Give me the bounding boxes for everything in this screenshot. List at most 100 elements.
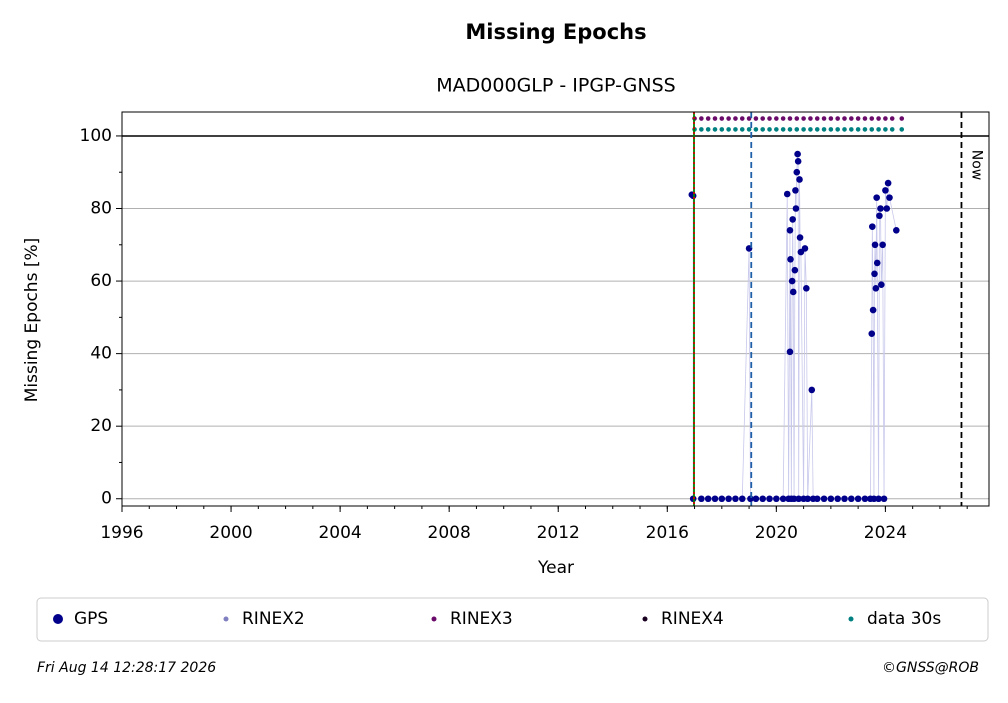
data-point (889, 127, 895, 132)
y-tick-label: 60 (90, 271, 112, 291)
data-point (787, 255, 794, 263)
data-point (726, 116, 731, 121)
data-point (880, 495, 888, 503)
data-point (899, 127, 905, 132)
data-point (767, 127, 772, 132)
data-point (873, 259, 881, 267)
data-point (835, 127, 840, 132)
data-point (733, 127, 738, 132)
data-point (801, 127, 806, 132)
data-point (876, 116, 881, 121)
data-point (794, 158, 802, 165)
data-point (793, 168, 801, 176)
data-point (752, 495, 760, 503)
data-point (726, 127, 731, 132)
chart-subtitle: MAD000GLP - IPGP-GNSS (436, 75, 675, 97)
data-point (871, 270, 878, 278)
x-tick-label: 2020 (755, 523, 798, 543)
series-line (691, 154, 897, 500)
data-point (849, 127, 854, 132)
data-point (877, 205, 884, 212)
data-point (759, 495, 767, 503)
data-point (733, 116, 738, 121)
data-point (746, 116, 752, 121)
data-point (855, 127, 861, 132)
data-point (739, 116, 745, 121)
data-point (841, 495, 848, 503)
marker-label: Now (968, 150, 984, 181)
data-point (883, 127, 888, 132)
y-tick-label: 40 (90, 344, 112, 364)
data-point (699, 116, 704, 121)
y-tick-label: 80 (90, 199, 112, 219)
data-point (792, 205, 800, 212)
legend-marker (223, 616, 229, 622)
data-point (813, 495, 821, 503)
data-point (808, 386, 816, 394)
data-point (779, 495, 787, 503)
data-point (791, 266, 799, 274)
data-point (869, 223, 876, 230)
data-point (883, 116, 888, 121)
data-point (789, 216, 796, 223)
data-point (855, 116, 861, 121)
x-tick-label: 2024 (864, 523, 907, 543)
y-axis-label: Missing Epochs [%] (22, 238, 42, 403)
data-point (699, 127, 704, 132)
data-point (842, 116, 847, 121)
data-point (753, 127, 759, 132)
data-point (878, 281, 885, 288)
data-point (753, 116, 759, 121)
data-point (788, 277, 796, 285)
data-point (803, 285, 810, 292)
data-point (828, 116, 834, 121)
plot-frame (121, 111, 990, 507)
data-point (787, 127, 793, 132)
x-tick-label: 2008 (428, 523, 471, 543)
data-point (705, 127, 711, 132)
data-point (732, 495, 739, 503)
data-point (884, 179, 892, 187)
data-point (868, 330, 876, 337)
data-point (876, 212, 883, 220)
legend-marker (848, 616, 854, 622)
data-point (882, 187, 889, 194)
data-point (886, 194, 893, 201)
data-point (719, 127, 725, 132)
legend-label: data 30s (867, 609, 941, 629)
data-point (821, 127, 827, 132)
x-tick-label: 2000 (209, 523, 252, 543)
data-point (780, 127, 786, 132)
x-tick-label: 2016 (646, 523, 689, 543)
data-point (711, 495, 719, 503)
data-point (792, 187, 799, 194)
data-point (871, 241, 879, 249)
data-point (766, 495, 773, 503)
data-point (705, 116, 711, 121)
x-axis-label: Year (537, 558, 574, 578)
data-point (873, 194, 880, 201)
data-point (899, 116, 905, 121)
data-point (849, 116, 854, 121)
data-point (796, 234, 804, 241)
data-point (814, 127, 820, 132)
data-point (704, 495, 712, 503)
data-point (725, 495, 732, 503)
data-point (786, 348, 794, 356)
y-tick-label: 20 (90, 416, 112, 436)
data-point (876, 127, 881, 132)
data-point (848, 495, 855, 503)
data-point (780, 116, 786, 121)
legend-marker (431, 616, 437, 622)
data-point (774, 116, 779, 121)
data-point (872, 285, 880, 292)
data-point (746, 127, 752, 132)
data-point (718, 495, 726, 503)
legend-label: GPS (74, 609, 108, 629)
data-point (738, 495, 746, 503)
data-point (814, 116, 820, 121)
y-tick-label: 0 (101, 489, 112, 509)
legend-label: RINEX2 (242, 609, 305, 629)
data-point (760, 116, 766, 121)
